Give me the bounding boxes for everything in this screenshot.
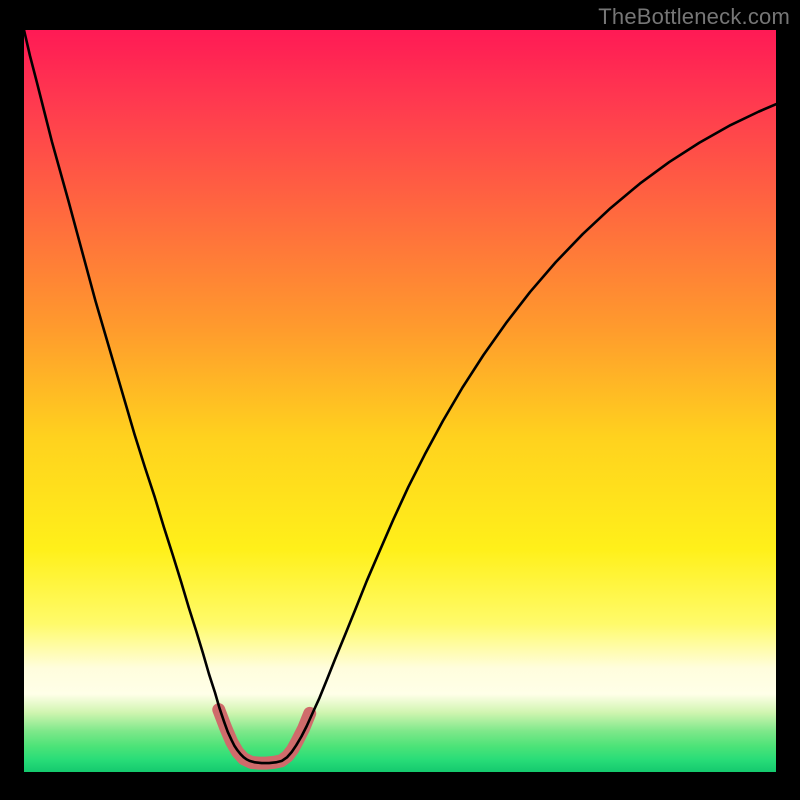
chart-background: [24, 30, 776, 772]
watermark-text: TheBottleneck.com: [598, 4, 790, 30]
chart-container: { "watermark": "TheBottleneck.com", "can…: [0, 0, 800, 800]
bottleneck-chart: [24, 30, 776, 772]
